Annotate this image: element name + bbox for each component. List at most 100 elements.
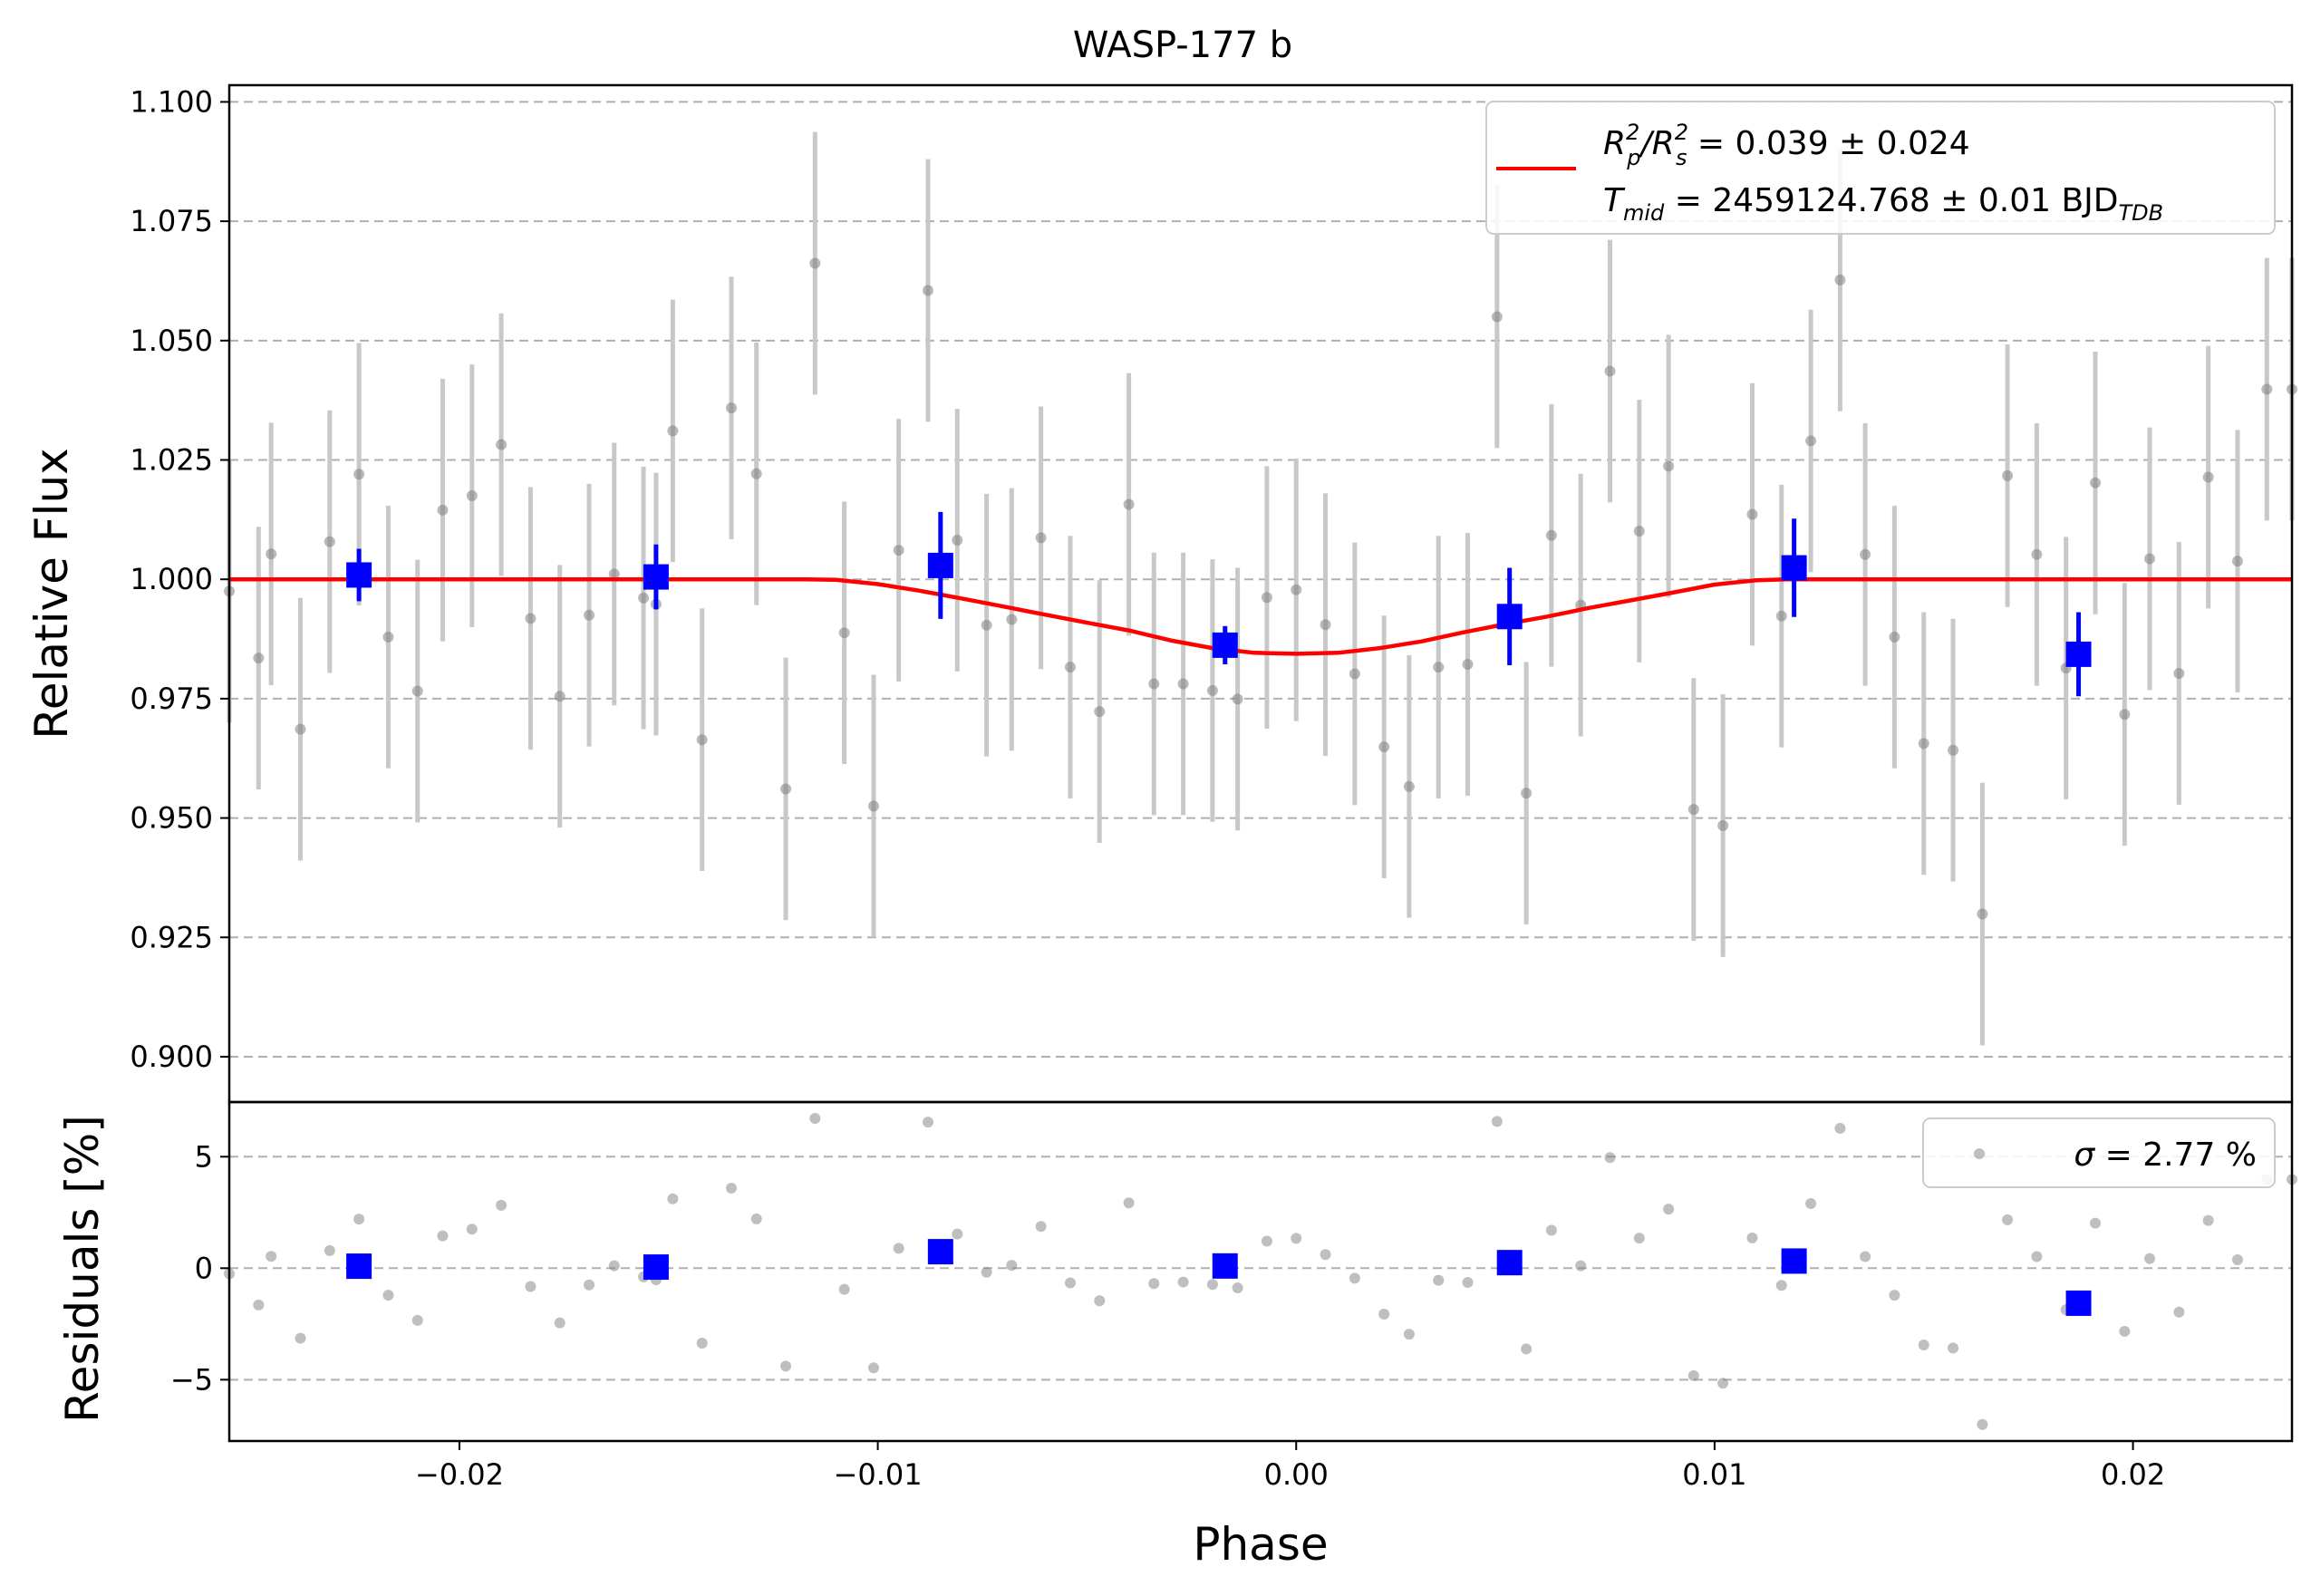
- binned-point: [927, 552, 953, 578]
- residual-point: [2002, 1214, 2014, 1225]
- raw-point: [608, 568, 620, 580]
- raw-point: [809, 257, 821, 269]
- residual-point: [382, 1290, 394, 1301]
- top-legend-box: [1485, 101, 2276, 235]
- residual-point: [1663, 1204, 1675, 1215]
- residual-point: [922, 1117, 933, 1128]
- raw-point: [2002, 469, 2014, 481]
- residual-point: [1889, 1290, 1900, 1301]
- bottom-y-tick-label: −5: [170, 1362, 213, 1397]
- residual-point: [1775, 1280, 1787, 1291]
- legend-rp-sup: 2: [1626, 120, 1639, 145]
- raw-point: [1291, 584, 1302, 595]
- legend-sigma-label: σ = 2.77 %: [2074, 1137, 2257, 1174]
- raw-point: [638, 592, 650, 604]
- raw-point: [324, 536, 335, 547]
- x-tick-label: −0.02: [415, 1457, 504, 1492]
- raw-point: [2261, 383, 2273, 395]
- bottom-y-ticks: −5 0 5: [170, 1139, 229, 1397]
- raw-point: [1633, 525, 1645, 537]
- raw-point: [2173, 667, 2185, 679]
- residual-point: [1378, 1308, 1390, 1320]
- residual-point: [1805, 1197, 1817, 1209]
- top-y-tick-label: 0.950: [130, 801, 213, 836]
- residual-point: [2202, 1214, 2214, 1226]
- raw-point: [750, 468, 762, 479]
- top-y-tick-label: 1.000: [130, 562, 213, 596]
- residual-point: [1521, 1343, 1533, 1355]
- raw-point: [1261, 592, 1272, 604]
- bottom-legend: σ = 2.77 %: [1922, 1117, 2276, 1188]
- residual-point: [981, 1266, 992, 1278]
- binned-point: [346, 562, 372, 588]
- raw-point: [1433, 662, 1445, 673]
- legend-rs-symbol: /R: [1639, 125, 1675, 162]
- bottom-plot-frame: [227, 1100, 2294, 1443]
- legend-rs-sup: 2: [1675, 120, 1688, 145]
- raw-point: [496, 439, 508, 450]
- top-binned-points: [346, 511, 2092, 697]
- top-y-axis-label: Relative Flux: [25, 448, 78, 739]
- raw-point: [1094, 706, 1106, 718]
- residual-point: [1834, 1123, 1846, 1135]
- bottom-y-tick-label: 5: [195, 1139, 213, 1174]
- x-tick-label: −0.01: [834, 1457, 923, 1492]
- raw-point: [952, 535, 963, 547]
- raw-point: [253, 653, 265, 664]
- binned-residual-point: [643, 1254, 669, 1281]
- raw-point: [2144, 553, 2156, 565]
- residual-point: [867, 1362, 879, 1374]
- residual-point: [1977, 1418, 1988, 1430]
- residual-point: [496, 1199, 508, 1211]
- residual-point: [1148, 1278, 1160, 1290]
- residual-point: [1462, 1277, 1474, 1289]
- bottom-legend-box: [1922, 1117, 2276, 1188]
- residual-point: [1177, 1276, 1189, 1288]
- binned-residual-point: [346, 1253, 372, 1280]
- raw-point: [1604, 365, 1616, 377]
- residual-point: [253, 1299, 265, 1311]
- residual-point: [554, 1317, 566, 1329]
- residual-point: [353, 1214, 365, 1225]
- raw-point: [1805, 435, 1817, 447]
- raw-point: [1177, 678, 1189, 690]
- legend-tmid-value: = 2459124.768 ± 0.01 BJD: [1664, 182, 2118, 219]
- top-y-tick-label: 1.075: [130, 204, 213, 238]
- residual-point: [1094, 1295, 1106, 1307]
- raw-point: [2031, 548, 2043, 560]
- raw-point: [1064, 662, 1076, 673]
- raw-point: [1717, 820, 1729, 832]
- binned-point: [1781, 555, 1807, 581]
- raw-point: [1545, 529, 1557, 541]
- binned-point: [2065, 641, 2092, 667]
- residual-point: [2090, 1217, 2102, 1229]
- raw-point: [1948, 744, 1959, 756]
- raw-point: [1860, 548, 1871, 560]
- residual-point: [295, 1332, 306, 1344]
- raw-point: [981, 619, 992, 631]
- model-line: [229, 576, 2292, 656]
- residual-point: [1261, 1235, 1272, 1247]
- chart-title: WASP-177 b: [1073, 24, 1292, 66]
- residual-point: [1123, 1197, 1135, 1209]
- residual-point: [1918, 1339, 1929, 1350]
- top-y-tick-label: 1.050: [130, 324, 213, 358]
- residual-point: [584, 1279, 595, 1291]
- raw-point: [525, 613, 537, 624]
- x-tick-label: 0.01: [1682, 1457, 1746, 1492]
- residual-point: [1491, 1116, 1503, 1127]
- raw-point: [893, 545, 904, 556]
- residual-point: [809, 1112, 821, 1124]
- bottom-y-tick-label: 0: [195, 1251, 213, 1285]
- raw-point: [1206, 684, 1218, 696]
- raw-point: [1148, 678, 1160, 690]
- residual-point: [1948, 1342, 1959, 1354]
- raw-point: [382, 631, 394, 643]
- raw-point: [1035, 532, 1047, 544]
- residual-point: [411, 1314, 423, 1326]
- legend-sigma-symbol: σ: [2074, 1137, 2095, 1174]
- legend-rs-sub: s: [1676, 145, 1687, 170]
- residual-point: [2119, 1325, 2131, 1337]
- raw-point: [437, 504, 449, 516]
